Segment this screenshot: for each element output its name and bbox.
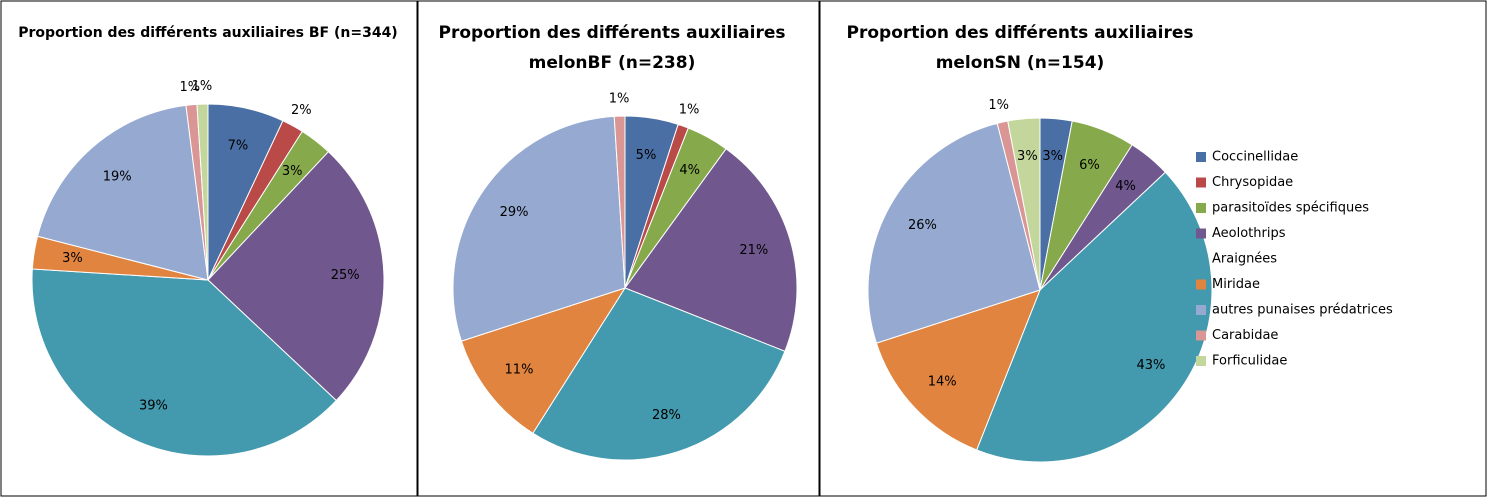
- legend-label: parasitoïdes spécifiques: [1212, 201, 1369, 216]
- data-label: 4%: [679, 163, 700, 178]
- legend-label: Coccinellidae: [1212, 150, 1298, 165]
- legend-swatch: [1196, 356, 1206, 366]
- legend-swatch: [1196, 203, 1206, 213]
- data-label: 25%: [331, 268, 360, 283]
- pie-slice: [976, 171, 1213, 463]
- pie-slice: [532, 287, 786, 461]
- data-label: 3%: [1017, 149, 1038, 164]
- data-label: 39%: [139, 398, 168, 413]
- pie-slice: [613, 115, 626, 289]
- chart-title: Proportion des différents auxiliaires: [439, 23, 786, 43]
- data-label: 7%: [228, 139, 249, 154]
- legend-label: Araignées: [1212, 252, 1277, 267]
- pie-slice: [1007, 117, 1041, 291]
- panel-frame: [417, 0, 820, 497]
- data-label: 3%: [1042, 149, 1063, 164]
- data-label: 26%: [908, 218, 937, 233]
- data-label: 5%: [636, 148, 657, 163]
- data-label: 6%: [1079, 158, 1100, 173]
- pie-slice: [460, 287, 627, 434]
- data-label: 3%: [62, 251, 83, 266]
- data-label: 3%: [282, 164, 303, 179]
- legend-swatch: [1196, 279, 1206, 290]
- pie-slice: [31, 268, 338, 457]
- pie-slice: [36, 104, 209, 281]
- pie-slice: [867, 122, 1041, 344]
- legend-label: Chrysopidae: [1212, 175, 1293, 190]
- legend-label: Forficulidae: [1212, 354, 1287, 369]
- data-label: 11%: [505, 363, 534, 378]
- data-label: 14%: [928, 374, 957, 389]
- data-label: 1%: [988, 98, 1009, 113]
- data-label: 1%: [179, 80, 200, 95]
- legend-label: autres punaises prédatrices: [1212, 303, 1393, 318]
- legend-label: Miridae: [1212, 277, 1260, 292]
- panel-frame: [819, 0, 1487, 497]
- pie-slice: [624, 148, 798, 352]
- data-label: 43%: [1137, 358, 1166, 373]
- data-label: 1%: [192, 79, 213, 94]
- data-label: 28%: [652, 408, 681, 423]
- data-label: 21%: [739, 243, 768, 258]
- legend-swatch: [1196, 254, 1206, 264]
- legend-swatch: [1196, 305, 1206, 315]
- chart-title: melonBF (n=238): [529, 53, 696, 73]
- legend-label: Aeolothrips: [1212, 226, 1286, 241]
- legend-swatch: [1196, 330, 1206, 341]
- legend-label: Carabidae: [1212, 328, 1278, 343]
- chart-title: Proportion des différents auxiliaires BF…: [18, 25, 397, 41]
- legend-swatch: [1196, 177, 1206, 188]
- data-label: 4%: [1115, 179, 1136, 194]
- data-label: 29%: [500, 205, 529, 220]
- pie-slice: [196, 103, 209, 281]
- panel-frame: [0, 0, 418, 497]
- legend-swatch: [1196, 152, 1206, 162]
- data-label: 19%: [103, 170, 132, 185]
- legend-swatch: [1196, 228, 1206, 239]
- data-label: 1%: [609, 91, 630, 106]
- chart-title: Proportion des différents auxiliaires: [847, 23, 1194, 43]
- data-label: 2%: [291, 103, 312, 118]
- pie-slice: [207, 150, 385, 402]
- chart-title: melonSN (n=154): [936, 53, 1105, 73]
- data-label: 1%: [679, 102, 700, 117]
- pie-slice: [452, 115, 626, 342]
